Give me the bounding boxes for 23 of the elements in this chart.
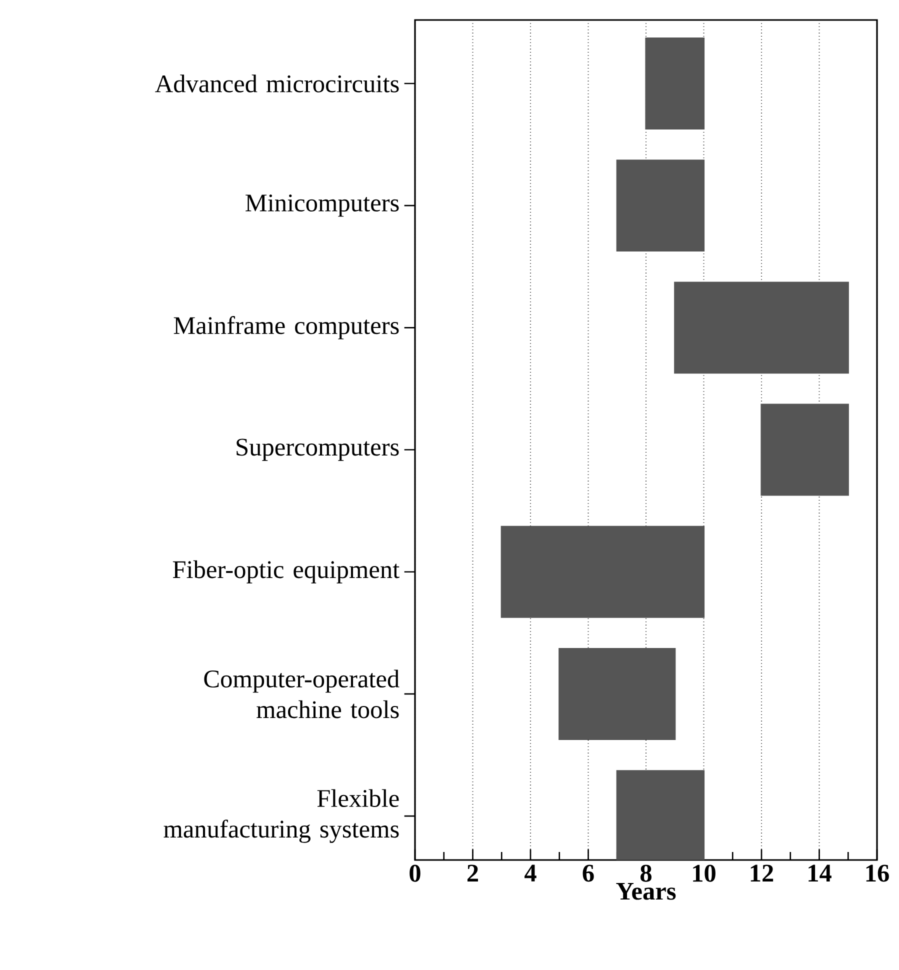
bar	[760, 404, 849, 496]
bar	[558, 648, 676, 740]
x-tick-label: 10	[693, 864, 716, 882]
x-tick-label: 8	[640, 864, 652, 882]
bar	[616, 160, 705, 252]
x-tick-label: 12	[750, 864, 774, 882]
x-tick-label: 16	[866, 864, 889, 882]
bar	[645, 38, 705, 130]
y-tick-label: Flexible manufacturing systems	[164, 789, 399, 843]
x-tick-label: 2	[467, 864, 478, 882]
bar	[500, 526, 705, 618]
x-tick-label: 6	[582, 864, 594, 882]
x-tick-label: 0	[410, 864, 420, 882]
x-axis-title: Years	[616, 882, 676, 900]
x-tick-label: 14	[808, 864, 832, 882]
y-tick-label: Minicomputers	[246, 194, 399, 217]
y-tick-label: Supercomputers	[236, 438, 399, 461]
y-tick-label: Mainframe computers	[174, 316, 399, 340]
y-tick-label: Fiber-optic equipment	[172, 560, 400, 584]
bar	[674, 282, 849, 374]
y-tick-label: Advanced microcircuits	[155, 74, 399, 92]
x-tick-label: 4	[524, 864, 536, 882]
y-tick-label: Computer-operated machine tools	[204, 670, 400, 718]
